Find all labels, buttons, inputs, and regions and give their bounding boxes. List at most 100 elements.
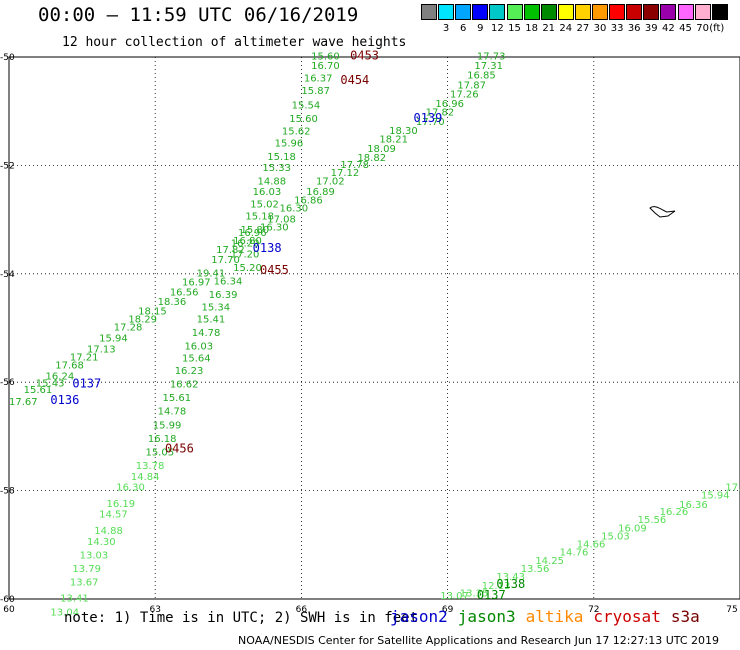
wave-height-value: 18.30 [389,126,418,137]
color-legend: 3 6 9 12 15 18 21 24 27 30 33 36 39 42 45 70 (ft) [421,4,729,36]
legend-swatch [421,4,437,20]
legend-swatch [438,4,455,20]
wave-height-value: 17.12 [331,168,360,179]
satellite-jason3: jason3 [457,607,516,626]
legend-label: 3 [442,23,450,34]
wave-height-value: 16.96 [435,99,464,110]
legend-swatch [506,4,523,20]
legend-label: 45 [679,23,692,34]
x-tick-label: 75 [726,605,737,615]
wave-height-value: 15.94 [99,334,128,345]
legend-unit: (ft) [709,23,725,34]
legend-swatch [523,4,540,20]
legend-swatch [711,4,728,20]
legend-swatch [677,4,694,20]
wave-height-value: 18.36 [158,297,187,308]
wave-height-value: 17.08 [267,214,296,225]
wave-height-value: 16.39 [209,290,238,301]
pass-number-label: 0137 [477,588,506,602]
wave-height-value: 16.03 [253,187,282,198]
legend-swatch [574,4,591,20]
satellite-jason2: jason2 [390,607,448,626]
legend-label: 39 [644,23,658,34]
wave-height-value: 16.34 [214,277,243,288]
satellite-s3a: s3a [670,607,700,626]
wave-height-value: 17.28 [114,323,143,334]
legend-swatch [455,4,472,20]
page-subtitle: 12 hour collection of altimeter wave hei… [62,35,407,50]
wave-height-value: 16.70 [311,61,340,72]
legend-label: 15 [508,23,521,34]
wave-height-value: 16.86 [294,195,323,206]
wave-height-value: 14.78 [192,328,221,339]
legend-label: 18 [525,23,538,34]
wave-height-value: 17.31 [474,61,503,72]
y-tick-label: -56 [0,378,15,388]
wave-height-value: 17.78 [340,160,369,171]
wave-height-value: 16.62 [170,380,199,391]
wave-height-value: 13.07 [440,591,469,602]
wave-height-value: 14.88 [94,526,123,537]
wave-height-value: 18.09 [367,144,396,155]
wave-height-value: 13.56 [521,564,550,575]
wave-height-value: 15.43 [36,379,65,390]
page-title: 00:00 — 11:59 UTC 06/16/2019 [38,4,359,26]
pass-number-label: 0456 [165,442,194,456]
pass-number-label: 0138 [496,577,525,591]
wave-height-value: 13.43 [496,572,525,583]
wave-height-value: 17.70 [416,117,445,128]
wave-height-value: 14.76 [560,548,589,559]
wave-height-value: 18.82 [357,153,386,164]
credit-line: NOAA/NESDIS Center for Satellite Applica… [238,634,720,647]
wave-height-value: 15.18 [267,152,296,163]
y-tick-label: -60 [0,595,15,605]
wave-height-value: 15.33 [262,163,291,174]
legend-label: 6 [460,23,467,34]
wave-height-value: 16.89 [306,187,335,198]
wave-height-value: 17.70 [211,255,240,266]
axis-ticks: 60 63 66 69 72 75 -50 -52 -54 -56 -58 -60 [0,53,738,615]
wave-height-value: 14.25 [535,556,564,567]
wave-height-value: 17.67 [9,397,38,408]
wave-height-value: 17.87 [457,80,486,91]
wave-height-value: 17.26 [450,90,479,101]
legend-swatch [609,4,626,20]
satellite-legend: jason2 jason3 altika cryosat s3a [390,607,710,626]
altimeter-tracks: 15.6016.7016.3715.8715.5415.6015.6215.96… [9,52,740,619]
wave-height-value: 13.41 [60,594,89,605]
x-tick-label: 66 [296,605,308,615]
x-tick-label: 72 [588,605,599,615]
wave-height-value: 16.26 [660,507,689,518]
map-frame [8,56,740,600]
track-0138-jason3: 17.?17.9615.9416.3616.2615.5616.0915.031… [440,483,740,602]
wave-height-value: 15.03 [601,531,630,542]
wave-height-value: 14.66 [577,540,606,551]
wave-height-value: 15.94 [701,491,730,502]
wave-height-value: 18.15 [138,306,167,317]
wave-height-value: 18.29 [128,315,157,326]
wave-height-value: 15.87 [301,86,330,97]
wave-height-value: 19.41 [197,269,226,280]
satellite-altika: altika [525,607,584,626]
wave-height-value: 14.84 [131,472,160,483]
wave-height-value: 17.82 [426,108,455,119]
wave-height-value: 15.60 [289,114,318,125]
legend-label: 9 [477,23,484,34]
wave-height-value: 15.20 [233,263,262,274]
wave-height-value: 16.97 [182,278,211,289]
legend-label: 27 [576,23,590,34]
wave-height-value: 17.02 [316,176,345,187]
wave-height-value: 14.88 [258,176,287,187]
y-tick-label: -54 [0,270,15,280]
wave-height-value: 16.30 [279,203,308,214]
wave-height-value: 15.05 [145,447,174,458]
track-0454: 15.6016.7016.3715.8715.5415.6015.6215.96… [231,52,340,274]
wave-height-value: 15.80 [240,225,269,236]
wave-height-value: 16.03 [184,342,213,353]
pass-number-label: 0136 [50,393,79,407]
wave-height-value: 15.61 [163,393,192,404]
x-tick-label: 60 [3,605,15,615]
wave-height-value: 14.30 [87,537,116,548]
legend-label: 33 [610,23,624,34]
